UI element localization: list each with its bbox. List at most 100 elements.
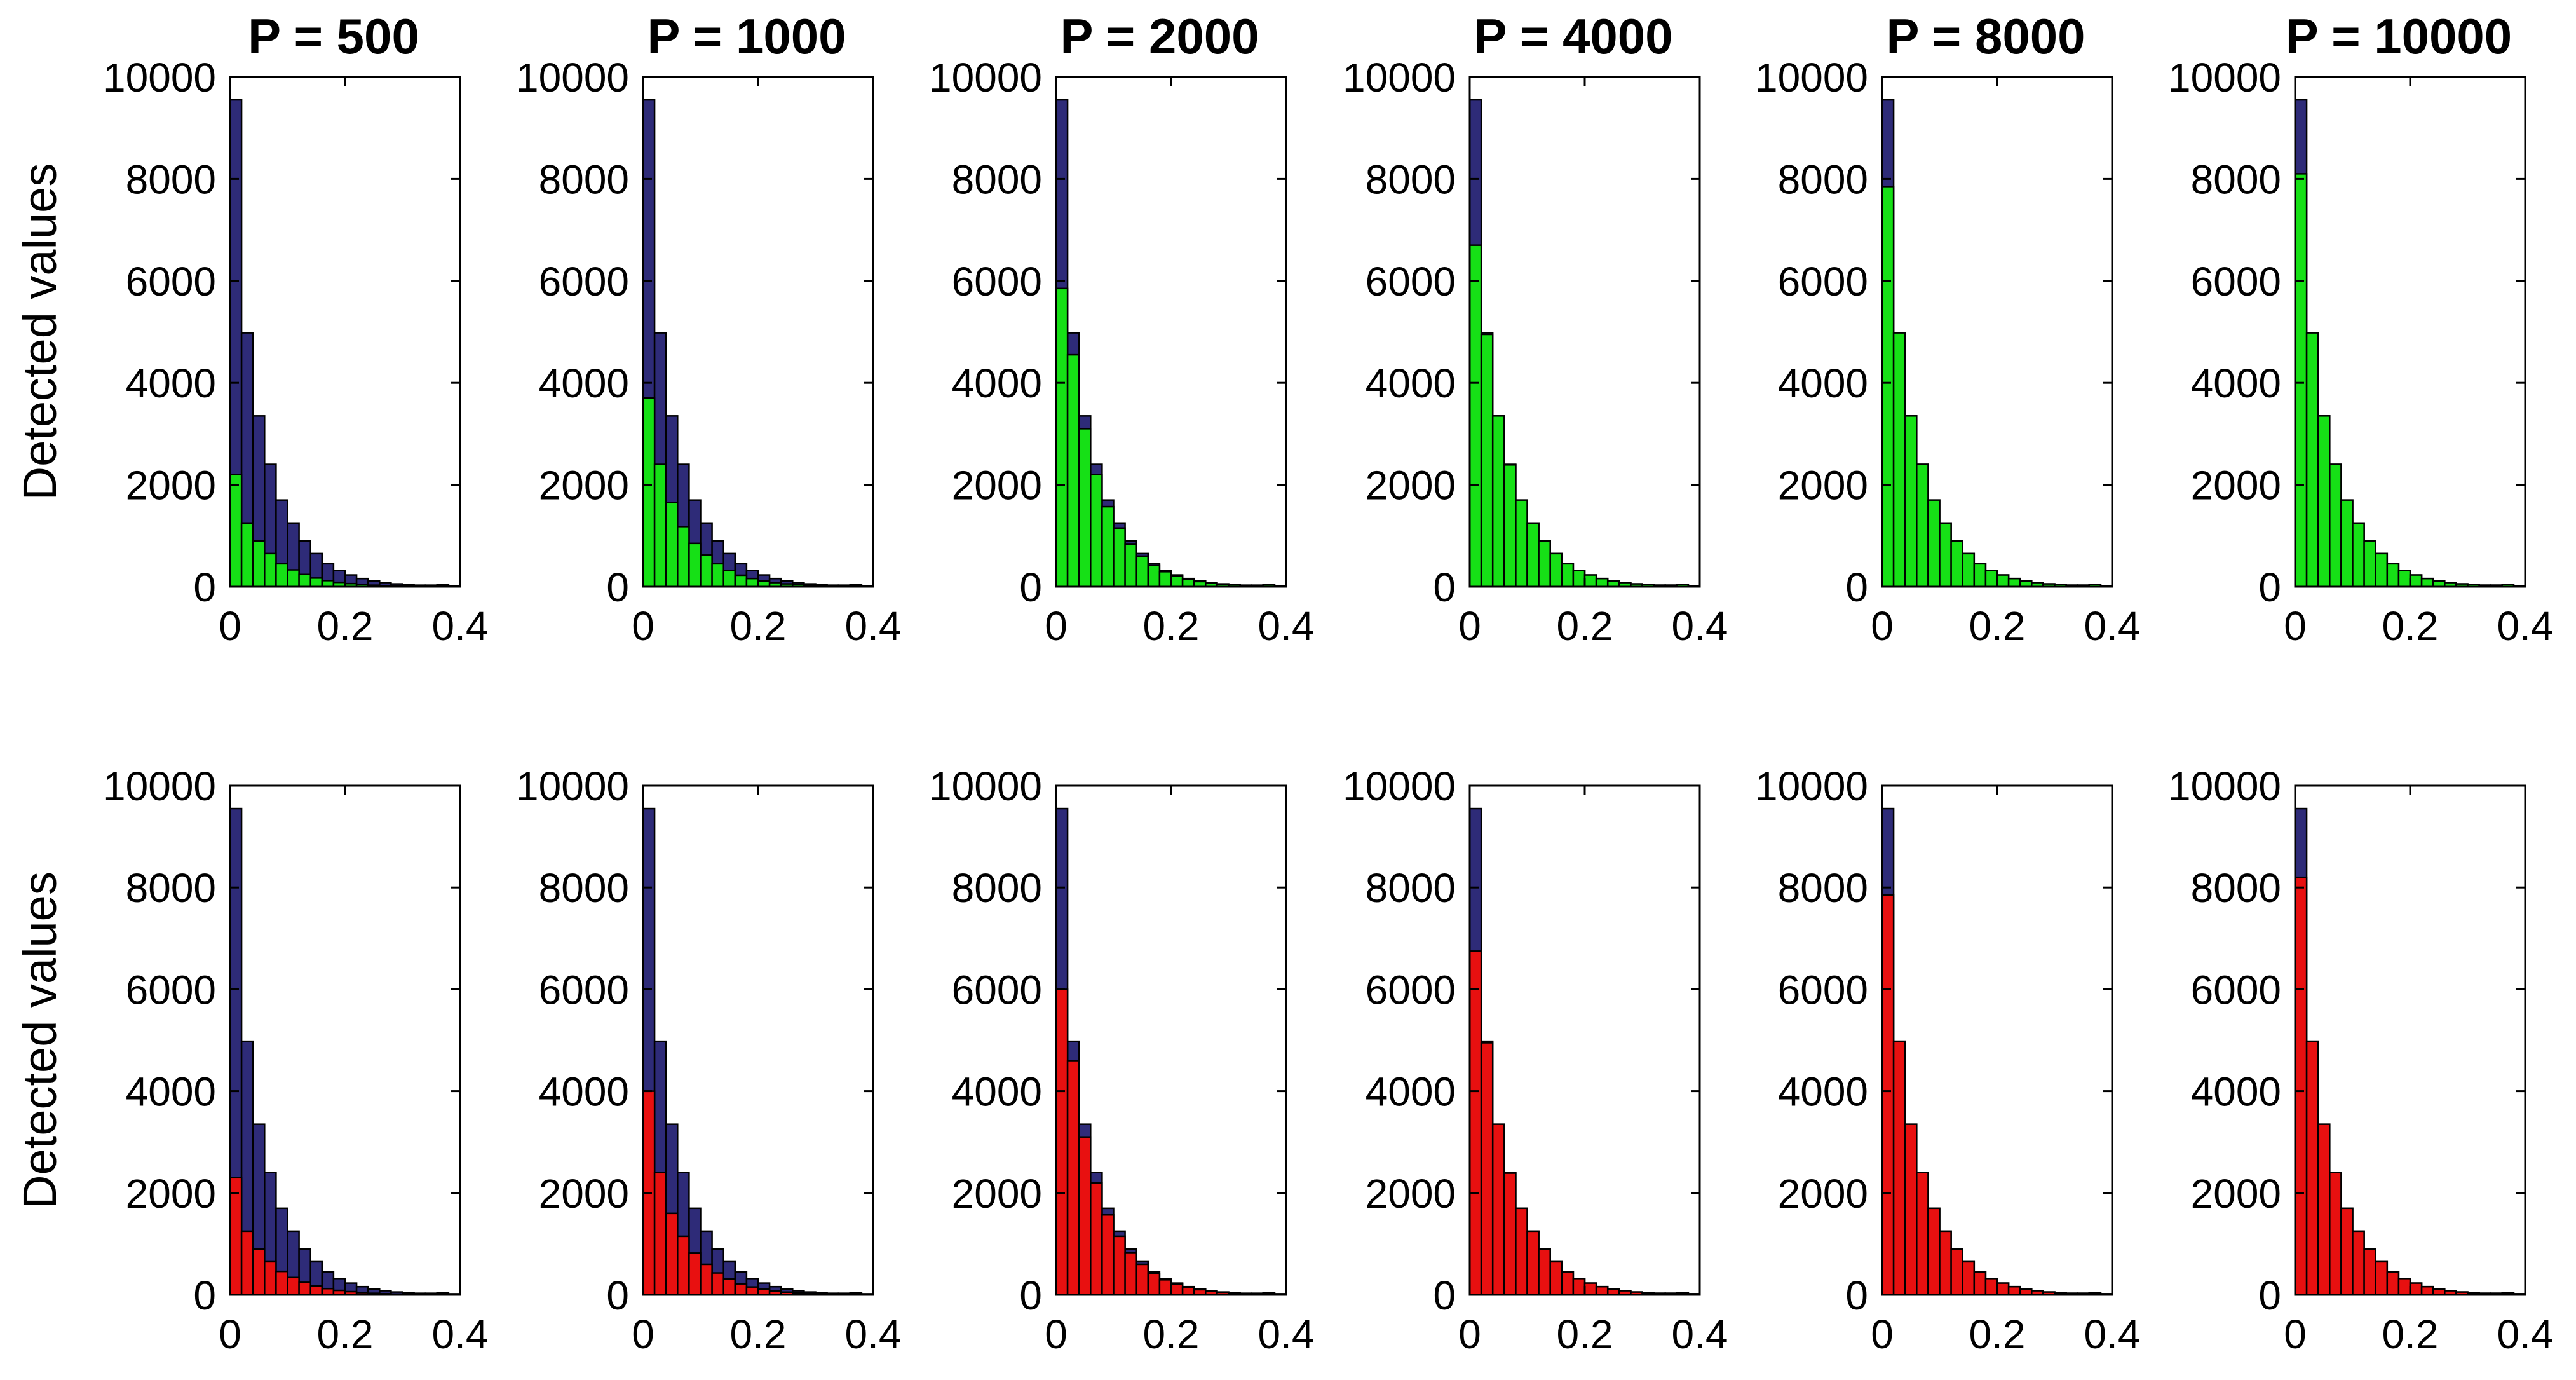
y-tick-label: 6000	[1366, 967, 1456, 1013]
y-tick-label: 0	[1019, 1273, 1042, 1318]
bar-detected	[700, 554, 713, 588]
bar-detected	[734, 574, 748, 588]
x-tick-label: 0.4	[1258, 603, 1315, 649]
y-tick-label: 4000	[1778, 360, 1868, 406]
bar-detected	[1927, 499, 1941, 588]
panel-title: P = 10000	[2286, 8, 2512, 64]
y-tick-label: 6000	[1778, 259, 1868, 304]
y-tick-label: 10000	[1755, 763, 1868, 809]
bar-detected	[1526, 1230, 1540, 1296]
bar-detected	[2363, 1248, 2376, 1296]
bar-detected	[1170, 1283, 1184, 1296]
bar-detected	[309, 1285, 323, 1296]
bar-detected	[2329, 463, 2342, 588]
x-tick-label: 0	[219, 1311, 241, 1357]
bar-detected	[1503, 464, 1517, 588]
bar-detected	[1491, 415, 1505, 588]
bar-detected	[1996, 574, 2010, 588]
bar-detected	[1526, 522, 1540, 588]
bar-detected	[1066, 353, 1080, 588]
bar-detected	[2007, 577, 2021, 588]
y-tick-label: 10000	[103, 763, 216, 809]
y-tick-label: 0	[606, 1273, 629, 1318]
bar-detected	[1939, 522, 1952, 588]
y-tick-label: 2000	[952, 463, 1042, 509]
x-tick-label: 0	[1458, 1311, 1481, 1357]
y-tick-label: 4000	[126, 1069, 216, 1115]
bar-detected	[745, 1286, 759, 1296]
bar-detected	[677, 526, 690, 588]
y-tick-label: 0	[2258, 1273, 2281, 1318]
bar-detected	[1135, 555, 1149, 588]
bar-detected	[1881, 894, 1895, 1296]
y-tick-label: 6000	[539, 967, 629, 1013]
bar-detected	[1124, 1252, 1137, 1296]
bar-detected	[653, 1172, 667, 1296]
bar-detected	[2409, 574, 2423, 588]
bar-detected	[1135, 1263, 1149, 1296]
y-tick-label: 8000	[1366, 156, 1456, 202]
bar-detected	[2305, 332, 2319, 588]
y-tick-label: 4000	[952, 360, 1042, 406]
x-tick-label: 0.4	[2497, 1311, 2554, 1357]
bar-detected	[2305, 1040, 2319, 1296]
bar-detected	[1503, 1172, 1517, 1296]
bar-detected	[722, 570, 736, 588]
bar-detected	[1916, 1172, 1929, 1296]
bar-detected	[2294, 876, 2308, 1296]
y-tick-label: 4000	[2191, 360, 2281, 406]
bar-detected	[1078, 1136, 1092, 1296]
y-tick-label: 6000	[2191, 967, 2281, 1013]
bar-detected	[240, 522, 254, 588]
y-tick-label: 6000	[126, 259, 216, 304]
bar-detected	[1468, 244, 1482, 588]
bar-detected	[1170, 575, 1184, 588]
bar-detected	[287, 1276, 300, 1296]
y-tick-label: 2000	[539, 1171, 629, 1217]
y-tick-label: 8000	[2191, 865, 2281, 911]
bar-detected	[1113, 1235, 1126, 1296]
bar-detected	[2329, 1172, 2342, 1296]
bar-detected	[1904, 1123, 1918, 1296]
x-tick-label: 0.2	[1143, 1311, 1200, 1357]
y-tick-label: 2000	[1778, 1171, 1868, 1217]
x-tick-label: 0	[1045, 603, 1068, 649]
bar-detected	[1561, 1271, 1575, 1296]
x-tick-label: 0.2	[730, 603, 787, 649]
y-tick-label: 8000	[952, 156, 1042, 202]
bar-detected	[1468, 950, 1482, 1296]
panel-title: P = 4000	[1474, 8, 1672, 64]
bar-detected	[287, 569, 300, 588]
y-tick-label: 8000	[952, 865, 1042, 911]
y-tick-label: 2000	[2191, 463, 2281, 509]
bar-detected	[1090, 1182, 1103, 1296]
bar-detected	[1572, 1278, 1586, 1296]
y-tick-label: 2000	[126, 1171, 216, 1217]
y-tick-label: 6000	[952, 259, 1042, 304]
y-tick-label: 2000	[1366, 463, 1456, 509]
bar-detected	[734, 1283, 748, 1296]
bar-detected	[745, 577, 759, 588]
bar-detected	[2340, 1207, 2354, 1296]
y-tick-label: 10000	[516, 55, 629, 100]
bar-detected	[2420, 577, 2434, 588]
y-tick-label: 6000	[1778, 967, 1868, 1013]
bar-detected	[1950, 1248, 1963, 1296]
bar-detected	[229, 1177, 243, 1296]
bar-detected	[252, 540, 266, 588]
bar-detected	[1147, 564, 1161, 588]
y-tick-label: 0	[1845, 564, 1868, 610]
bar-detected	[2397, 570, 2411, 588]
x-tick-label: 0	[1871, 1311, 1894, 1357]
y-tick-label: 10000	[1343, 763, 1456, 809]
bar-detected	[2352, 522, 2365, 588]
x-tick-label: 0.4	[1672, 603, 1728, 649]
bar-detected	[2317, 415, 2331, 588]
y-tick-label: 8000	[126, 156, 216, 202]
bar-detected	[1950, 540, 1963, 588]
x-tick-label: 0.2	[317, 1311, 374, 1357]
bar-detected	[1124, 543, 1137, 588]
bar-detected	[275, 563, 288, 588]
bar-detected	[1090, 474, 1103, 588]
